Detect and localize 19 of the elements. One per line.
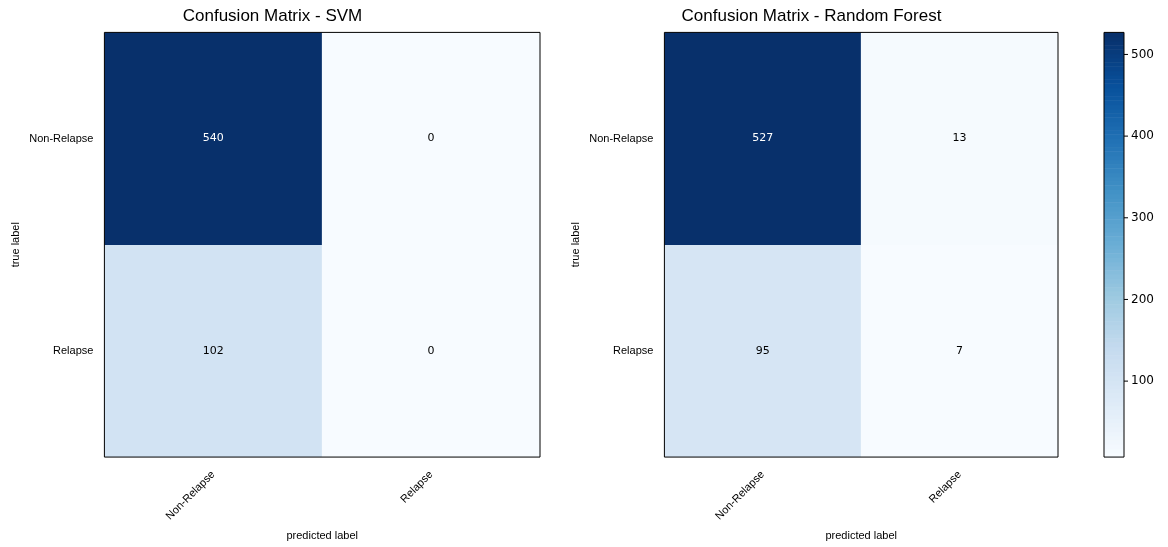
x-axis-title: predicted label (286, 529, 358, 542)
y-axis-title: true label (8, 222, 21, 268)
data-label: 95 (755, 343, 770, 357)
y-axis-title: true label (568, 222, 581, 268)
color-bar-label: 200 (1131, 291, 1154, 306)
color-bar-label: 100 (1131, 373, 1154, 388)
chart-title: Confusion Matrix - Random Forest (681, 5, 942, 25)
data-label: 0 (427, 131, 435, 145)
data-label: 13 (952, 131, 967, 145)
color-bar-label: 400 (1131, 128, 1154, 143)
data-label: 540 (202, 131, 224, 145)
x-axis-title: predicted label (825, 529, 897, 542)
data-label: 527 (752, 131, 774, 145)
chart-title: Confusion Matrix - SVM (182, 5, 363, 25)
data-label: 0 (427, 343, 435, 357)
color-bar-label: 500 (1131, 46, 1154, 61)
data-label: 102 (202, 343, 224, 357)
color-bar-label: 300 (1131, 209, 1154, 224)
data-label: 7 (956, 343, 964, 357)
